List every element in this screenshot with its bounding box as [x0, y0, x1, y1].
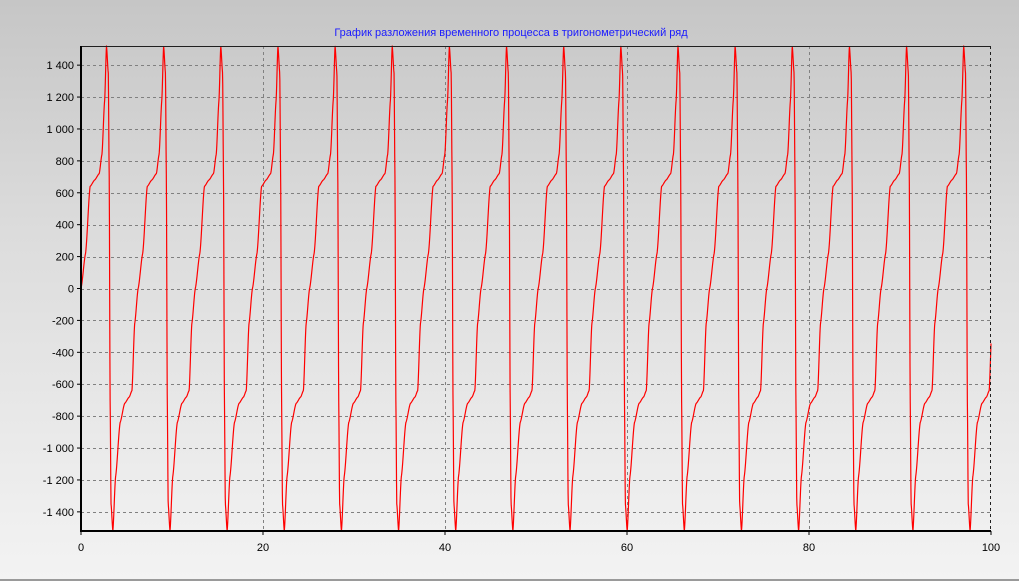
y-tick-label: -600	[52, 379, 74, 391]
axes	[80, 46, 991, 532]
y-tick-labels: 1 400 1 200 1 000 800 600 400 200 0 -200 -400 -600…	[43, 60, 81, 519]
y-tick-label: -1 200	[43, 475, 74, 487]
x-tick-label: 80	[803, 542, 815, 554]
y-tick-label: 1 000	[46, 124, 74, 136]
y-tick-label: 200	[56, 252, 74, 264]
y-tick-label: 600	[56, 188, 74, 200]
x-tick-label: 100	[982, 542, 1000, 554]
series-line	[80, 45, 992, 532]
y-tick-label: 1 400	[46, 60, 74, 72]
chart-title: График разложения временного процесса в …	[334, 27, 688, 39]
x-tick-label: 0	[78, 542, 84, 554]
y-tick-label: 0	[68, 284, 74, 296]
grid	[81, 46, 991, 531]
x-tick-label: 40	[439, 542, 451, 554]
y-tick-label: 1 200	[46, 92, 74, 104]
y-tick-label: -1 400	[43, 507, 74, 519]
x-tick-label: 20	[257, 542, 269, 554]
x-tick-labels: 0 20 40 60 80 100	[78, 531, 1000, 554]
y-tick-label: 800	[56, 156, 74, 168]
y-tick-label: -200	[52, 315, 74, 327]
y-tick-label: -1 000	[43, 443, 74, 455]
y-tick-label: -800	[52, 411, 74, 423]
y-tick-label: -400	[52, 347, 74, 359]
series-group	[80, 45, 992, 532]
y-tick-label: 400	[56, 220, 74, 232]
x-tick-label: 60	[621, 542, 633, 554]
